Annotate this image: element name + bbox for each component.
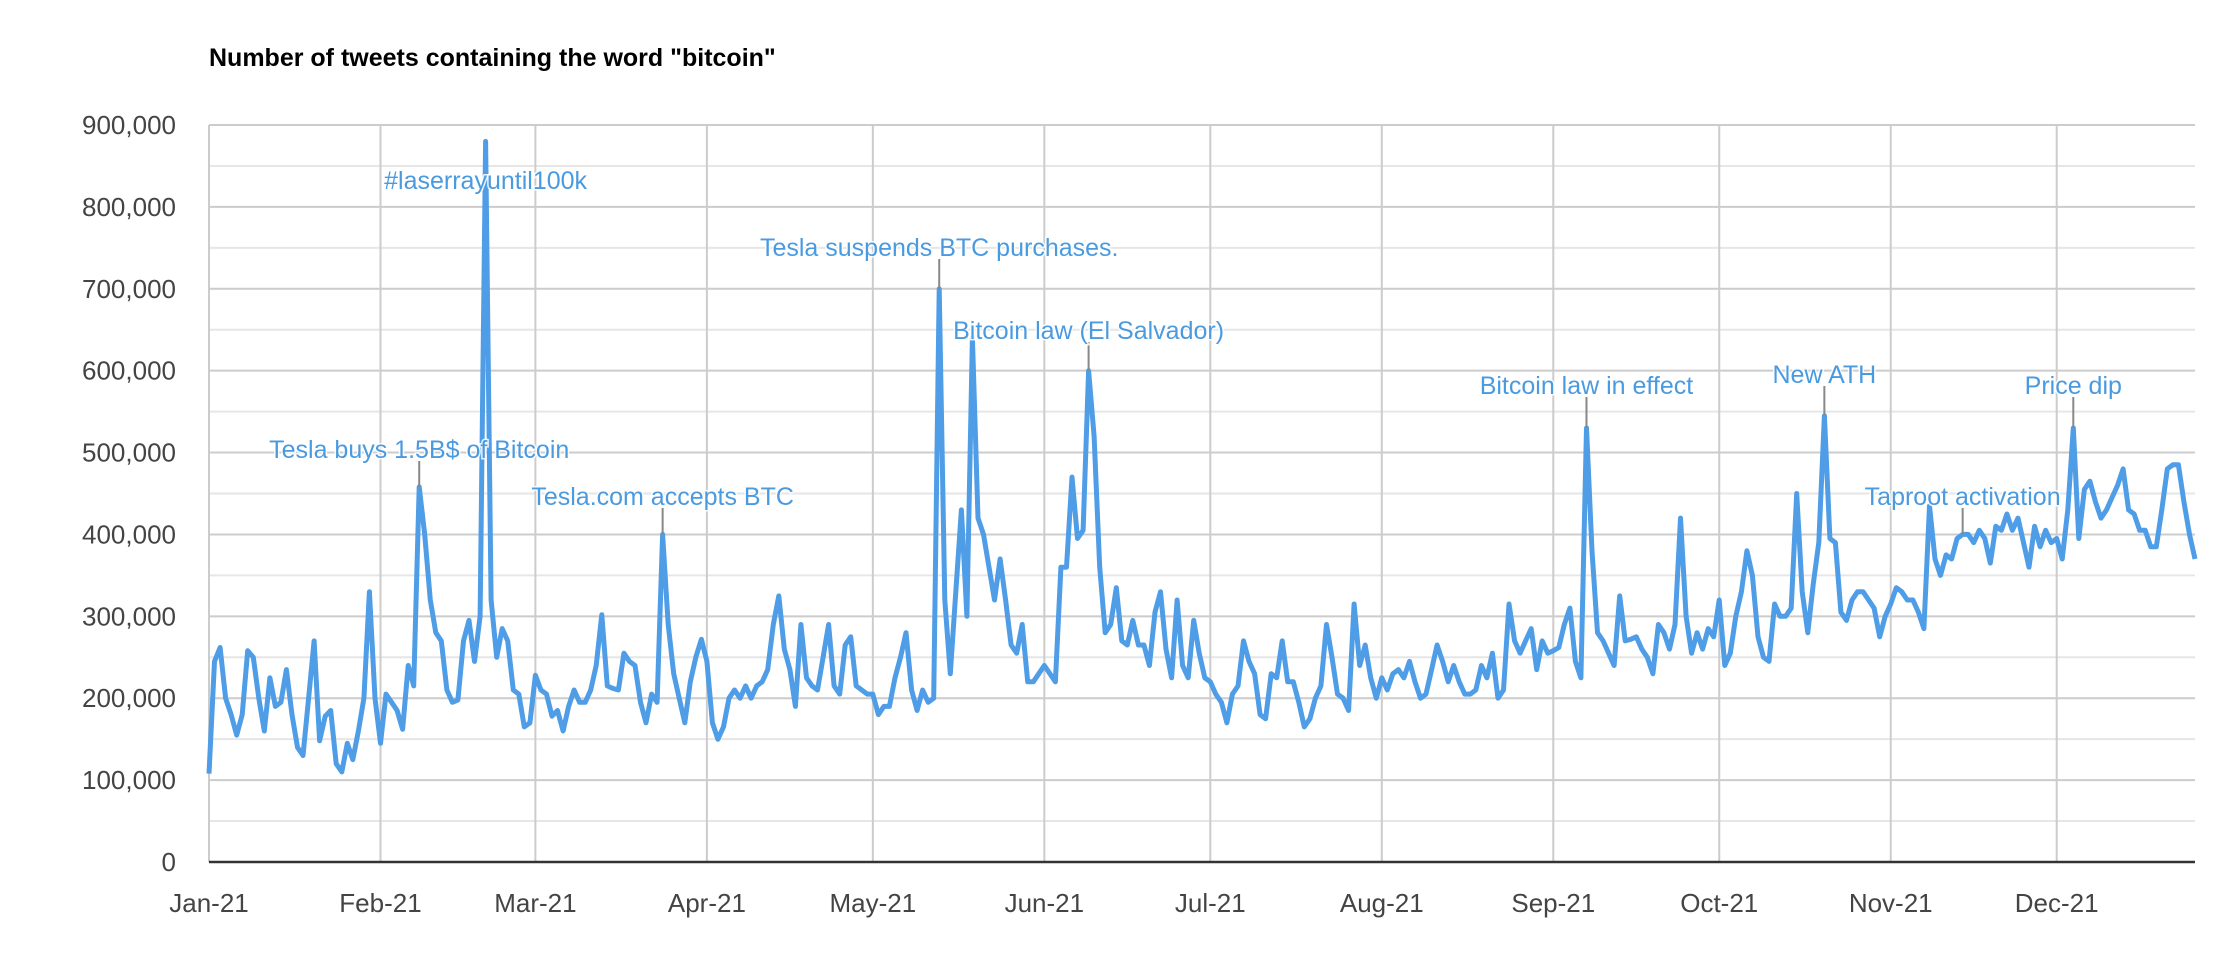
annotation-label: Bitcoin law in effect xyxy=(1480,372,1694,400)
y-tick-label: 0 xyxy=(162,847,176,877)
annotation-label: Tesla suspends BTC purchases. xyxy=(760,234,1119,262)
grid xyxy=(208,124,2195,862)
y-tick-label: 100,000 xyxy=(82,765,176,795)
y-tick-label: 300,000 xyxy=(82,601,176,631)
x-tick-label: Jul-21 xyxy=(1175,888,1246,918)
annotation-label: Tesla.com accepts BTC xyxy=(531,483,794,511)
x-tick-label: May-21 xyxy=(829,888,916,918)
y-axis: 0 100,000 200,000 300,000 400,000 500,000 600,… xyxy=(82,110,176,877)
x-tick-label: Apr-21 xyxy=(668,888,746,918)
chart-title: Number of tweets containing the word "bi… xyxy=(209,44,776,72)
y-tick-label: 200,000 xyxy=(82,683,176,713)
annotation-label: New ATH xyxy=(1772,361,1876,389)
x-tick-label: Oct-21 xyxy=(1680,888,1758,918)
x-tick-label: Jun-21 xyxy=(1005,888,1085,918)
x-tick-label: Aug-21 xyxy=(1340,888,1424,918)
y-tick-label: 900,000 xyxy=(82,110,176,140)
x-tick-label: Nov-21 xyxy=(1849,888,1933,918)
x-tick-label: Mar-21 xyxy=(494,888,576,918)
y-tick-label: 500,000 xyxy=(82,438,176,468)
y-tick-label: 800,000 xyxy=(82,192,176,222)
y-tick-label: 600,000 xyxy=(82,356,176,386)
y-tick-label: 700,000 xyxy=(82,274,176,304)
annotation-label: #laserrayuntil100k xyxy=(384,167,587,195)
series xyxy=(206,138,2198,775)
annotation-label: Tesla buys 1.5B$ of Bitcoin xyxy=(269,436,569,464)
x-axis: Jan-21 Feb-21 Mar-21 Apr-21 May-21 Jun-21 Jul-… xyxy=(169,860,2195,918)
x-tick-label: Jan-21 xyxy=(169,888,249,918)
series-line xyxy=(206,138,2198,775)
x-tick-label: Sep-21 xyxy=(1511,888,1595,918)
annotations: Tesla buys 1.5B$ of Bitcoin #laserrayunti… xyxy=(268,166,2123,535)
annotation-label: Price dip xyxy=(2025,372,2122,400)
y-tick-label: 400,000 xyxy=(82,519,176,549)
annotation-label: Bitcoin law (El Salvador) xyxy=(953,317,1224,345)
x-tick-label: Dec-21 xyxy=(2015,888,2099,918)
annotation-label: Taproot activation xyxy=(1865,483,2061,511)
x-tick-label: Feb-21 xyxy=(339,888,421,918)
